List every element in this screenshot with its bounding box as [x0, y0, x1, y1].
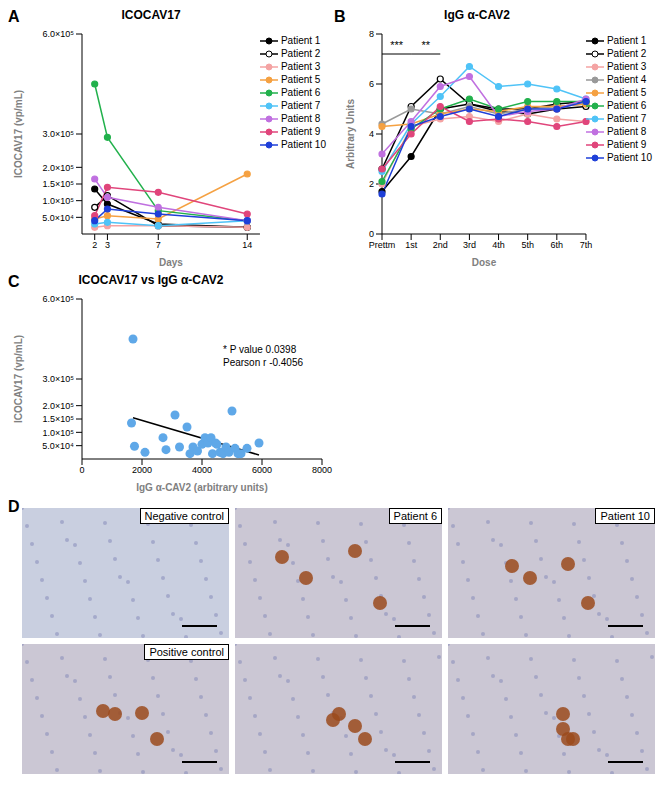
svg-text:3: 3: [105, 240, 110, 250]
svg-text:6.0×10⁵: 6.0×10⁵: [42, 294, 74, 304]
html-text:Patient 2: Patient 2: [607, 48, 647, 59]
html-text:C: C: [8, 273, 20, 290]
svg-text:***: ***: [390, 39, 404, 51]
html-text:Patient 6: Patient 6: [393, 510, 437, 522]
html-text:Patient 7: Patient 7: [281, 100, 321, 111]
svg-text:Dose: Dose: [472, 257, 497, 268]
html-text:Patient 4: Patient 4: [607, 74, 647, 85]
html-text:Patient 8: Patient 8: [281, 113, 321, 124]
html-text:B: B: [334, 8, 346, 25]
html-text:Patient 1: Patient 1: [607, 35, 647, 46]
html-text:Patient 7: Patient 7: [607, 113, 647, 124]
svg-text:0: 0: [79, 465, 84, 475]
svg-text:**: **: [421, 39, 430, 51]
svg-text:IgG α-CAV2 (arbitrary units): IgG α-CAV2 (arbitrary units): [136, 482, 268, 493]
svg-text:1.5×10⁵: 1.5×10⁵: [42, 414, 74, 424]
svg-text:6th: 6th: [551, 240, 564, 250]
svg-text:5.0×10⁴: 5.0×10⁴: [42, 441, 74, 451]
html-text:Patient 3: Patient 3: [607, 61, 647, 72]
svg-text:2.0×10⁵: 2.0×10⁵: [42, 401, 74, 411]
svg-text:14: 14: [242, 240, 252, 250]
html-text:* P value 0.0398: * P value 0.0398: [223, 344, 297, 355]
svg-text:2: 2: [92, 240, 97, 250]
html-text:Patient 9: Patient 9: [281, 126, 321, 137]
html-text:Patient 2: Patient 2: [281, 48, 321, 59]
html-text:D: D: [8, 498, 20, 515]
svg-text:4000: 4000: [192, 465, 212, 475]
svg-text:5.0×10⁴: 5.0×10⁴: [42, 213, 74, 223]
html-text:Pearson r -0.4056: Pearson r -0.4056: [223, 357, 304, 368]
svg-text:1.0×10⁵: 1.0×10⁵: [42, 196, 74, 206]
svg-text:8: 8: [369, 29, 374, 39]
svg-text:Prettm: Prettm: [369, 240, 396, 250]
html-text:ICOCAV17 vs IgG α-CAV2: ICOCAV17 vs IgG α-CAV2: [78, 273, 224, 287]
html-text:Patient 5: Patient 5: [281, 74, 321, 85]
svg-text:2nd: 2nd: [433, 240, 448, 250]
html-text:A: A: [8, 8, 20, 25]
svg-text:1.5×10⁵: 1.5×10⁵: [42, 179, 74, 189]
html-text:Patient 9: Patient 9: [607, 139, 647, 150]
html-text:Positive control: Positive control: [149, 646, 224, 658]
html-text:Patient 3: Patient 3: [281, 61, 321, 72]
svg-text:Arbitrary Units: Arbitrary Units: [345, 99, 356, 169]
svg-text:4: 4: [369, 129, 374, 139]
svg-text:6: 6: [369, 79, 374, 89]
html-text:ICOCAV17: ICOCAV17: [121, 8, 181, 22]
html-text:Patient 6: Patient 6: [607, 100, 647, 111]
svg-text:3rd: 3rd: [463, 240, 476, 250]
html-text:Patient 5: Patient 5: [607, 87, 647, 98]
html-text:Patient 1: Patient 1: [281, 35, 321, 46]
svg-text:2: 2: [369, 179, 374, 189]
svg-text:6000: 6000: [252, 465, 272, 475]
svg-text:8000: 8000: [312, 465, 332, 475]
svg-text:0: 0: [369, 229, 374, 239]
svg-text:3.0×10⁵: 3.0×10⁵: [42, 129, 74, 139]
html-text:Patient 10: Patient 10: [607, 152, 652, 163]
html-text:Patient 10: Patient 10: [281, 139, 326, 150]
svg-text:2.0×10⁵: 2.0×10⁵: [42, 163, 74, 173]
svg-text:6.0×10⁵: 6.0×10⁵: [42, 29, 74, 39]
svg-text:3.0×10⁵: 3.0×10⁵: [42, 374, 74, 384]
svg-text:ICOCAV17 (vp/mL): ICOCAV17 (vp/mL): [13, 335, 24, 423]
html-text:Patient 6: Patient 6: [281, 87, 321, 98]
svg-text:7: 7: [156, 240, 161, 250]
svg-text:2000: 2000: [132, 465, 152, 475]
html-text:Patient 8: Patient 8: [607, 126, 647, 137]
svg-text:1st: 1st: [405, 240, 418, 250]
html-text:Negative control: Negative control: [144, 510, 224, 522]
svg-text:ICOCAV17 (vp/mL): ICOCAV17 (vp/mL): [13, 90, 24, 178]
svg-text:7th: 7th: [580, 240, 593, 250]
svg-text:5th: 5th: [521, 240, 534, 250]
svg-text:1.0×10⁵: 1.0×10⁵: [42, 428, 74, 438]
svg-text:Days: Days: [159, 257, 183, 268]
html-text:Patient 10: Patient 10: [600, 510, 650, 522]
html-text:IgG α-CAV2: IgG α-CAV2: [444, 8, 510, 22]
svg-text:4th: 4th: [492, 240, 505, 250]
